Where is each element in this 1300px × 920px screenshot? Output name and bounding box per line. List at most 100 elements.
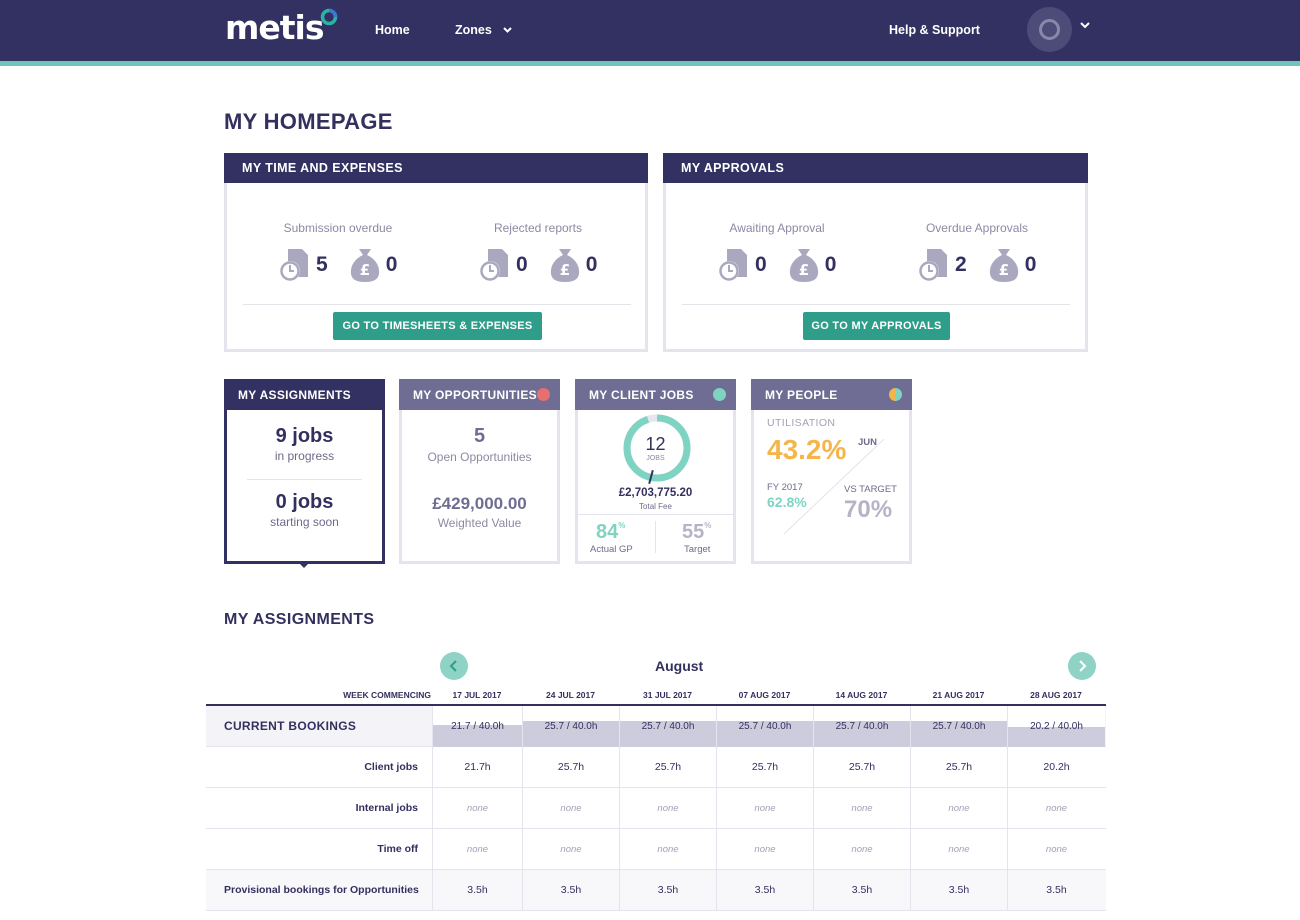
booking-cell[interactable]: 21.7 / 40.0h xyxy=(432,706,522,747)
table-cell: none xyxy=(619,788,716,829)
table-cell: none xyxy=(432,788,522,829)
booking-value: 21.7 / 40.0h xyxy=(451,721,504,732)
week-header: 31 JUL 2017 xyxy=(643,690,692,700)
metis-logo[interactable]: metis xyxy=(225,8,324,47)
overdue-approvals-stats[interactable]: 2 0 xyxy=(917,247,1056,283)
row-label: Internal jobs xyxy=(355,802,418,814)
awaiting-approval-label: Awaiting Approval xyxy=(729,221,825,235)
target-label: Target xyxy=(684,544,711,555)
nav-home-link[interactable]: Home xyxy=(375,23,410,37)
table-cell: 25.7h xyxy=(813,747,910,788)
table-cell: 25.7h xyxy=(716,747,813,788)
table-cell: 20.2h xyxy=(1007,747,1105,788)
current-bookings-row: CURRENT BOOKINGS 21.7 / 40.0h 25.7 / 40.0h… xyxy=(206,706,1106,747)
rejected-reports-stats[interactable]: 0 0 xyxy=(478,247,617,283)
timesheet-clock-icon xyxy=(717,247,751,283)
vs-target-label: VS TARGET xyxy=(844,484,897,495)
booking-cell[interactable]: 25.7 / 40.0h xyxy=(813,706,910,747)
row-label: Client jobs xyxy=(364,761,418,773)
submission-overdue-stats[interactable]: 5 0 xyxy=(278,247,417,283)
rejected-time-count: 0 xyxy=(516,253,528,276)
nav-zones-label: Zones xyxy=(455,23,492,37)
booking-value: 25.7 / 40.0h xyxy=(835,721,889,732)
time-off-row: Time off none none none none none none none xyxy=(206,829,1106,870)
nav-zones-menu[interactable]: Zones xyxy=(455,23,513,37)
table-cell: 3.5h xyxy=(813,870,910,911)
assignments-table: CURRENT BOOKINGS 21.7 / 40.0h 25.7 / 40.0h… xyxy=(206,704,1106,911)
table-cell: 3.5h xyxy=(619,870,716,911)
table-cell: 3.5h xyxy=(522,870,619,911)
money-bag-icon xyxy=(548,247,582,283)
table-cell: none xyxy=(716,788,813,829)
table-cell: none xyxy=(910,788,1007,829)
target-number: 55 xyxy=(682,521,705,543)
row-label: Time off xyxy=(377,843,418,855)
client-jobs-progress-arc xyxy=(623,414,691,482)
open-opportunities-count: 5 xyxy=(473,425,486,447)
go-to-timesheets-button[interactable]: GO TO TIMESHEETS & EXPENSES xyxy=(333,312,542,340)
current-month-label: August xyxy=(655,658,704,674)
table-cell: none xyxy=(522,788,619,829)
booking-cell[interactable]: 25.7 / 40.0h xyxy=(522,706,619,747)
booking-cell[interactable]: 25.7 / 40.0h xyxy=(910,706,1007,747)
chevron-down-icon xyxy=(503,27,513,33)
jobs-starting-soon-count: 0 jobs xyxy=(275,491,334,513)
table-cell: none xyxy=(1007,788,1105,829)
client-jobs-count: 12 xyxy=(645,434,666,454)
chevron-right-icon xyxy=(1079,660,1087,672)
opportunities-card[interactable]: MY OPPORTUNITIES 5 Open Opportunities £4… xyxy=(399,379,560,564)
user-menu-chevron-icon[interactable] xyxy=(1080,22,1090,29)
client-jobs-card-header: MY CLIENT JOBS xyxy=(575,379,736,410)
opportunities-card-title: MY OPPORTUNITIES xyxy=(413,388,537,402)
table-cell: 3.5h xyxy=(716,870,813,911)
week-header: 24 JUL 2017 xyxy=(546,690,595,700)
booking-cell[interactable]: 25.7 / 40.0h xyxy=(716,706,813,747)
starting-soon-label: starting soon xyxy=(270,515,339,529)
jobs-in-progress-count: 9 jobs xyxy=(275,425,334,447)
utilisation-diagonal-line xyxy=(784,439,884,534)
panel-divider xyxy=(682,304,1070,305)
table-cell: none xyxy=(522,829,619,870)
table-cell: none xyxy=(910,829,1007,870)
assignments-card[interactable]: MY ASSIGNMENTS 9 jobs in progress 0 jobs… xyxy=(224,379,385,564)
go-to-approvals-button[interactable]: GO TO MY APPROVALS xyxy=(803,312,950,340)
table-cell: 3.5h xyxy=(910,870,1007,911)
weighted-value-label: Weighted Value xyxy=(437,516,522,530)
client-jobs-card[interactable]: MY CLIENT JOBS 12 JOBS £2,703,775.20 Tot… xyxy=(575,379,736,564)
card-divider-vertical xyxy=(655,521,656,553)
table-cell: none xyxy=(432,829,522,870)
previous-month-button[interactable] xyxy=(440,652,468,680)
awaiting-approval-stats[interactable]: 0 0 xyxy=(717,247,856,283)
in-progress-label: in progress xyxy=(274,449,335,463)
people-card-header: MY PEOPLE xyxy=(751,379,912,410)
next-month-button[interactable] xyxy=(1068,652,1096,680)
actual-gp-label: Actual GP xyxy=(590,544,633,555)
booking-cell[interactable]: 25.7 / 40.0h xyxy=(619,706,716,747)
people-card[interactable]: MY PEOPLE UTILISATION 43.2% JUN FY 2017 … xyxy=(751,379,912,564)
client-jobs-card-title: MY CLIENT JOBS xyxy=(589,388,694,402)
awaiting-money-count: 0 xyxy=(824,253,837,276)
fy-label: FY 2017 xyxy=(767,482,803,493)
nav-help-link[interactable]: Help & Support xyxy=(889,23,980,37)
table-cell: none xyxy=(1007,829,1105,870)
submission-time-count: 5 xyxy=(316,253,328,276)
table-cell: 3.5h xyxy=(1007,870,1105,911)
booking-cell[interactable]: 20.2 / 40.0h xyxy=(1007,706,1105,747)
table-cell: none xyxy=(619,829,716,870)
table-cell: 25.7h xyxy=(619,747,716,788)
people-card-title: MY PEOPLE xyxy=(765,388,838,402)
week-header: 17 JUL 2017 xyxy=(452,690,502,700)
user-avatar[interactable] xyxy=(1027,7,1072,52)
client-jobs-donut xyxy=(623,414,691,482)
overdue-approvals-label: Overdue Approvals xyxy=(925,221,1029,235)
booking-value: 25.7 / 40.0h xyxy=(641,721,695,732)
assignments-card-header: MY ASSIGNMENTS xyxy=(224,379,385,410)
top-nav-bar xyxy=(0,0,1300,61)
booking-fill-bar xyxy=(1008,726,1105,747)
booking-fill-bar xyxy=(620,720,716,747)
table-cell: none xyxy=(813,829,910,870)
status-dot-icon xyxy=(537,388,550,401)
page-title: MY HOMEPAGE xyxy=(224,109,393,134)
total-fee-value: £2,703,775.20 xyxy=(618,487,693,499)
booking-fill-bar xyxy=(433,724,522,747)
